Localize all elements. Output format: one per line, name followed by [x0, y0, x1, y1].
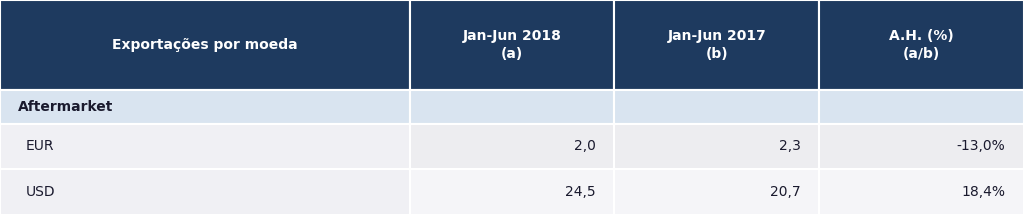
Bar — [819, 0, 1024, 90]
Bar — [410, 169, 614, 215]
Bar — [410, 124, 614, 169]
Bar — [614, 90, 819, 124]
Text: Aftermarket: Aftermarket — [18, 100, 114, 114]
Text: Exportações por moeda: Exportações por moeda — [112, 38, 298, 52]
Bar — [819, 169, 1024, 215]
Text: 2,3: 2,3 — [779, 140, 801, 154]
Text: Jan-Jun 2018
(a): Jan-Jun 2018 (a) — [463, 29, 561, 61]
Bar — [0, 0, 410, 90]
Text: A.H. (%)
(a/b): A.H. (%) (a/b) — [889, 29, 954, 61]
Bar — [614, 169, 819, 215]
Text: 24,5: 24,5 — [565, 185, 596, 199]
Bar — [0, 169, 410, 215]
Bar — [410, 0, 614, 90]
Text: USD: USD — [26, 185, 55, 199]
Bar — [819, 90, 1024, 124]
Text: 18,4%: 18,4% — [962, 185, 1006, 199]
Bar — [614, 0, 819, 90]
Bar — [410, 90, 614, 124]
Bar — [614, 124, 819, 169]
Text: 2,0: 2,0 — [574, 140, 596, 154]
Text: Jan-Jun 2017
(b): Jan-Jun 2017 (b) — [668, 29, 766, 61]
Text: EUR: EUR — [26, 140, 54, 154]
Bar — [0, 124, 410, 169]
Text: 20,7: 20,7 — [770, 185, 801, 199]
Text: -13,0%: -13,0% — [956, 140, 1006, 154]
Bar — [0, 90, 410, 124]
Bar — [819, 124, 1024, 169]
